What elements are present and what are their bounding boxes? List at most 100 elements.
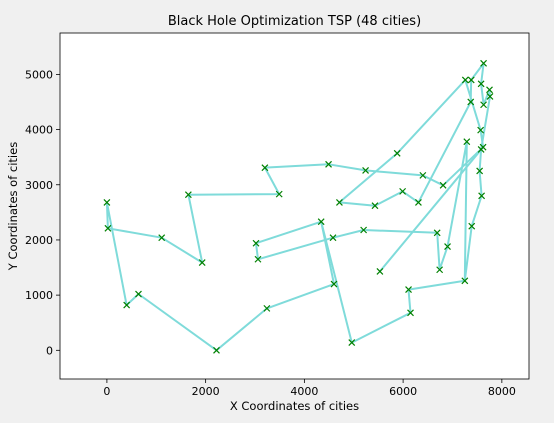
marker-stroke	[467, 76, 475, 84]
city-marker	[104, 224, 112, 232]
city-marker	[468, 222, 476, 230]
city-marker	[263, 304, 271, 312]
marker-stroke	[433, 229, 441, 237]
city-marker	[407, 309, 414, 317]
marker-stroke	[360, 226, 368, 234]
city-marker	[123, 301, 131, 309]
marker-stroke	[184, 191, 192, 199]
marker-stroke	[371, 202, 379, 210]
marker-stroke	[461, 76, 469, 84]
city-marker	[433, 229, 441, 237]
marker-stroke	[135, 290, 142, 298]
marker-stroke	[476, 167, 484, 175]
marker-stroke	[399, 187, 407, 195]
marker-stroke	[254, 255, 262, 263]
city-marker	[461, 76, 469, 84]
x-tick-label: 6000	[389, 385, 417, 398]
marker-stroke	[414, 198, 422, 206]
marker-stroke	[461, 277, 469, 285]
city-marker	[252, 239, 260, 247]
y-tick-label: 3000	[25, 179, 53, 192]
marker-stroke	[325, 160, 332, 168]
y-tick-label: 0	[46, 344, 53, 357]
city-marker	[348, 339, 356, 347]
marker-stroke	[467, 98, 475, 106]
marker-stroke	[486, 86, 493, 94]
marker-stroke	[436, 266, 444, 274]
city-marker	[477, 80, 485, 88]
y-tick-label: 1000	[25, 289, 53, 302]
city-marker	[317, 218, 325, 226]
city-marker	[336, 198, 343, 206]
city-marker	[275, 190, 283, 198]
marker-stroke	[329, 234, 337, 242]
x-tick-label: 2000	[192, 385, 220, 398]
city-marker	[467, 98, 475, 106]
marker-stroke	[486, 93, 494, 100]
city-marker	[360, 226, 368, 234]
city-marker	[184, 191, 192, 199]
city-marker	[103, 198, 111, 206]
marker-stroke	[362, 166, 370, 174]
marker-stroke	[330, 280, 338, 288]
marker-stroke	[393, 149, 401, 157]
marker-stroke	[275, 190, 283, 198]
marker-stroke	[477, 126, 485, 134]
marker-stroke	[478, 192, 486, 200]
city-marker	[393, 149, 401, 157]
city-marker	[158, 234, 166, 242]
x-tick-label: 8000	[488, 385, 516, 398]
city-marker	[477, 146, 485, 153]
city-marker	[405, 286, 412, 294]
marker-stroke	[480, 59, 488, 67]
city-marker	[486, 86, 493, 94]
route-path	[105, 62, 491, 352]
marker-stroke	[407, 309, 414, 317]
marker-stroke	[252, 239, 260, 247]
city-marker	[480, 101, 488, 109]
marker-stroke	[198, 259, 206, 266]
y-tick-label: 2000	[25, 234, 53, 247]
city-marker	[213, 346, 220, 354]
city-marker	[439, 181, 447, 189]
y-axis-ticks: 0 1000 2000 3000 4000 5000	[25, 68, 60, 357]
marker-stroke	[439, 181, 447, 189]
marker-stroke	[336, 198, 343, 206]
city-marker	[371, 202, 379, 210]
city-marker	[261, 164, 269, 172]
city-marker	[444, 243, 451, 250]
city-markers	[103, 59, 494, 354]
marker-stroke	[317, 218, 325, 226]
marker-stroke	[376, 267, 384, 275]
marker-stroke	[348, 339, 356, 347]
city-marker	[478, 192, 486, 200]
city-marker	[476, 167, 484, 175]
marker-stroke	[480, 101, 488, 109]
city-marker	[461, 277, 469, 285]
marker-stroke	[468, 222, 476, 230]
marker-stroke	[261, 164, 269, 172]
city-marker	[414, 198, 422, 206]
marker-stroke	[213, 346, 220, 354]
marker-stroke	[123, 301, 131, 309]
city-marker	[436, 266, 444, 274]
city-marker	[362, 166, 370, 174]
y-tick-label: 4000	[25, 124, 53, 137]
x-tick-label: 0	[103, 385, 110, 398]
city-marker	[463, 138, 471, 146]
marker-stroke	[419, 171, 427, 179]
city-marker	[480, 59, 488, 67]
marker-stroke	[405, 286, 412, 294]
marker-stroke	[158, 234, 166, 242]
marker-stroke	[463, 138, 471, 146]
x-axis-ticks: 0 2000 4000 6000 8000	[103, 379, 516, 398]
city-marker	[477, 126, 485, 134]
city-marker	[325, 160, 332, 168]
y-tick-label: 5000	[25, 68, 53, 81]
marker-stroke	[263, 304, 271, 312]
chart-title: Black Hole Optimization TSP (48 cities)	[168, 14, 421, 29]
plot-area	[59, 32, 530, 380]
x-tick-label: 4000	[290, 385, 318, 398]
marker-stroke	[444, 243, 451, 250]
city-marker	[254, 255, 262, 263]
